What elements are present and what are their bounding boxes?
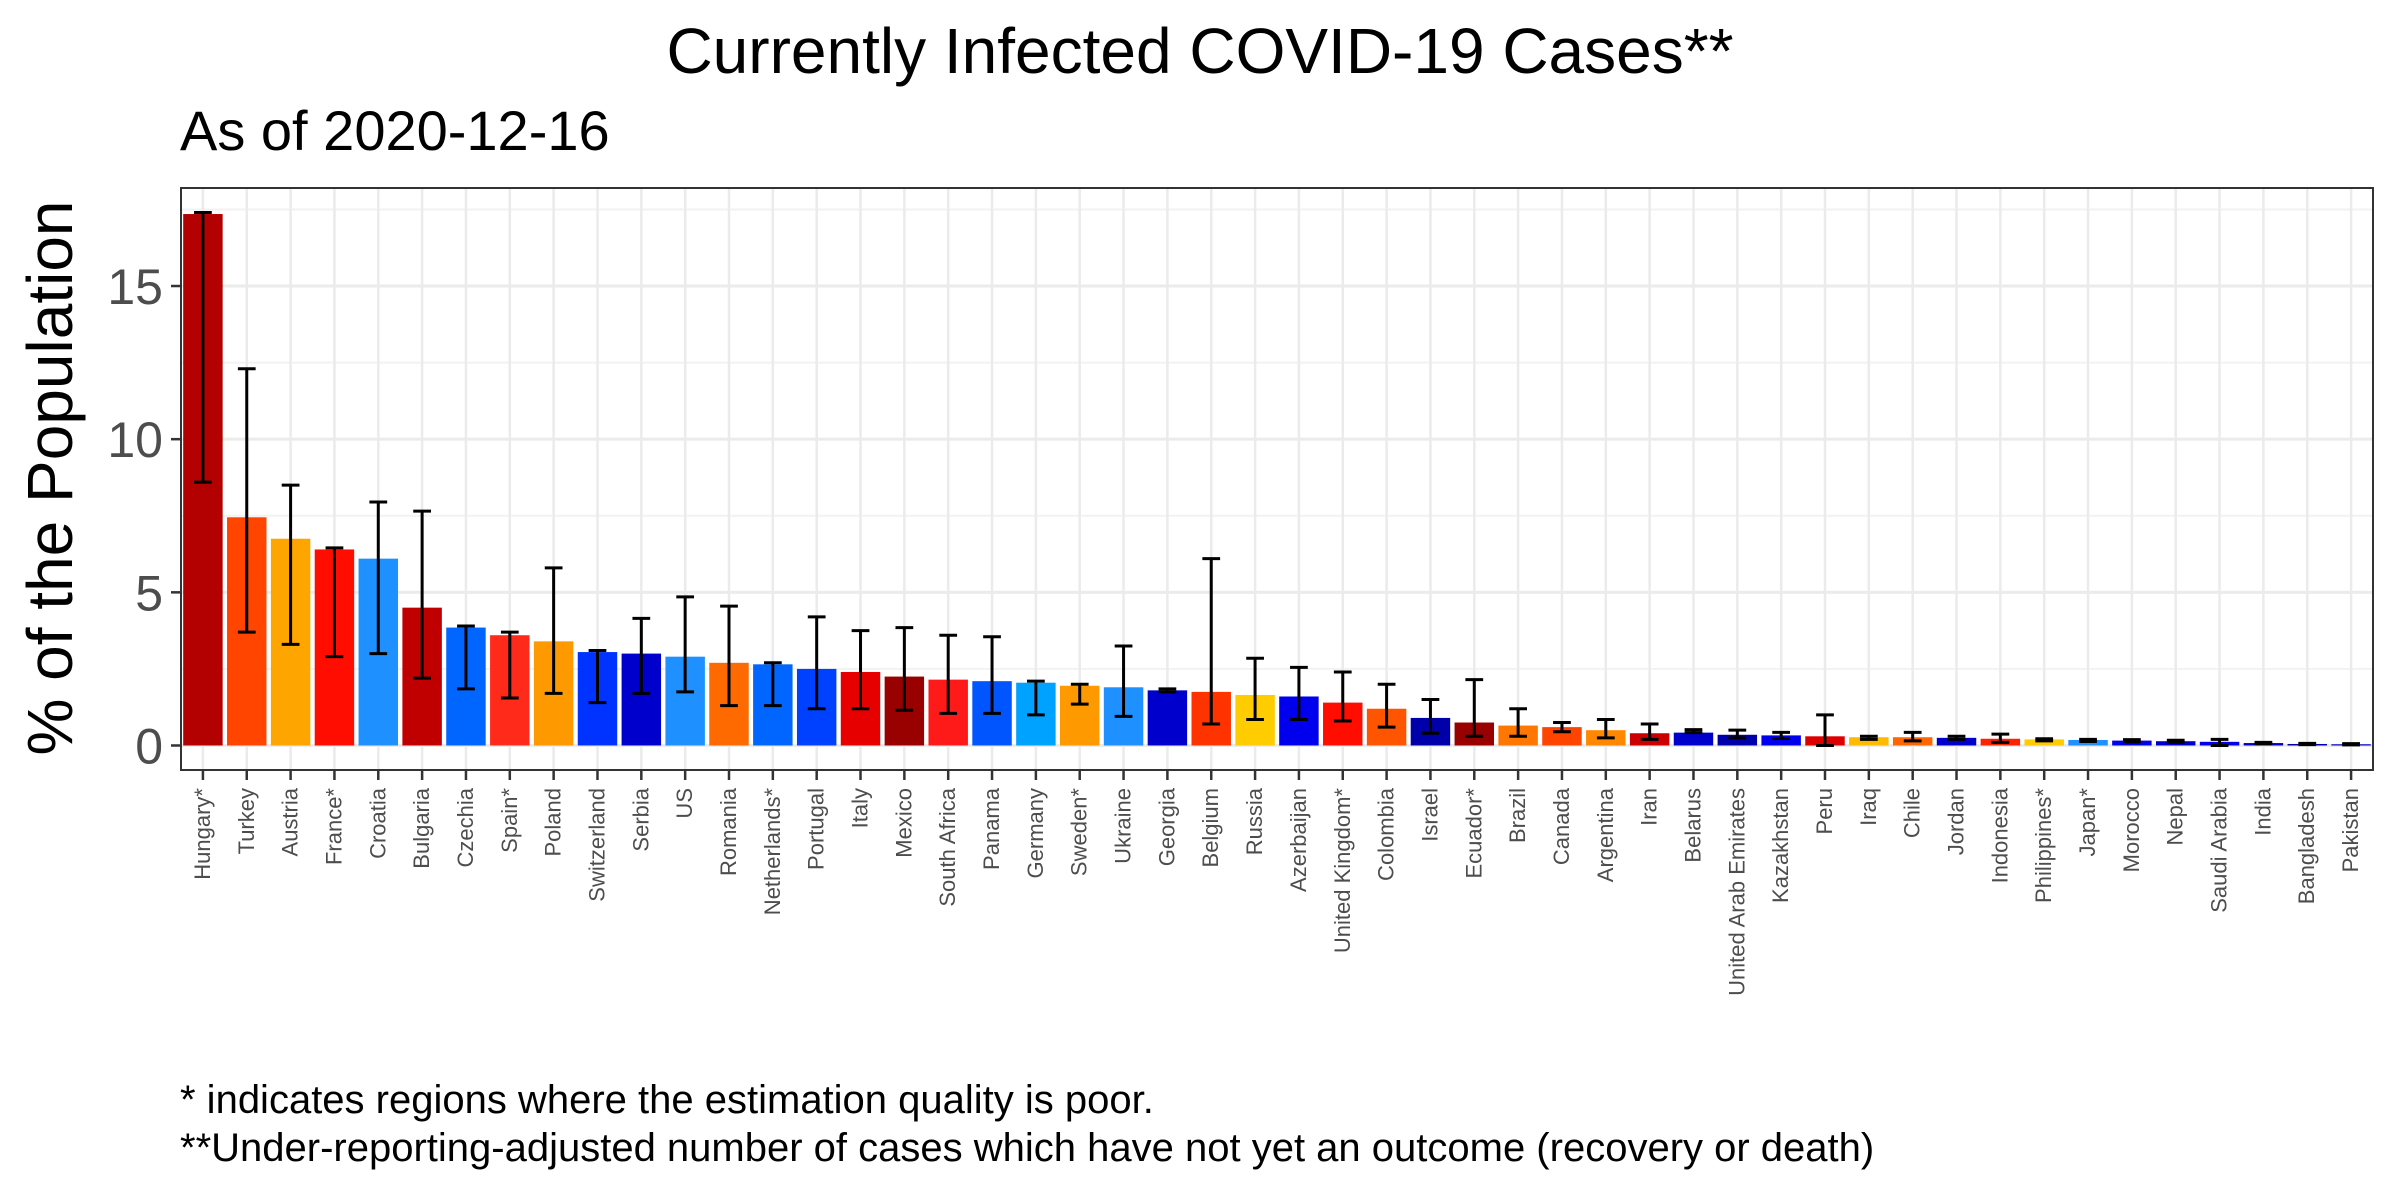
chart-subtitle: As of 2020-12-16: [180, 99, 610, 162]
x-tick-label: Indonesia: [1987, 787, 2012, 883]
x-tick-label: Portugal: [804, 788, 829, 870]
x-tick-label: Croatia: [365, 787, 390, 859]
x-tick-label: Sweden*: [1067, 788, 1092, 877]
x-axis: Hungary* Turkey Austria France* Croatia Bulga…: [190, 770, 2363, 996]
y-tick-label: 15: [107, 259, 163, 315]
x-tick-label: Turkey: [234, 788, 259, 854]
x-tick-label: Mexico: [891, 788, 916, 858]
bar: [1849, 737, 1889, 746]
x-tick-label: Peru: [1812, 788, 1837, 834]
y-axis: 0 5 10 15: [107, 259, 181, 774]
x-tick-label: Saudi Arabia: [2207, 787, 2232, 913]
x-tick-label: Morocco: [2119, 788, 2144, 872]
x-tick-label: Philippines*: [2031, 788, 2056, 903]
y-tick-label: 0: [135, 718, 163, 774]
x-tick-label: Hungary*: [190, 788, 215, 880]
bar: [2024, 739, 2064, 746]
x-tick-label: Georgia: [1154, 787, 1179, 866]
bars: [183, 214, 2371, 746]
x-tick-label: Iran: [1637, 788, 1662, 826]
plot-panel-border: [180, 187, 2374, 771]
x-tick-label: Italy: [848, 788, 873, 828]
x-tick-label: US: [672, 788, 697, 819]
chart-title: Currently Infected COVID-19 Cases**: [666, 15, 1734, 87]
bar: [1673, 732, 1714, 746]
x-tick-label: Austria: [278, 787, 303, 856]
x-tick-label: France*: [321, 788, 346, 865]
x-tick-label: Argentina: [1593, 787, 1618, 882]
x-tick-label: United Arab Emirates: [1724, 788, 1749, 996]
x-tick-label: Ukraine: [1111, 788, 1136, 864]
x-tick-label: Czechia: [453, 787, 478, 867]
x-tick-label: Brazil: [1505, 788, 1530, 843]
x-tick-label: Jordan: [1944, 788, 1969, 855]
error-bars: [194, 211, 2360, 747]
x-tick-label: Ecuador*: [1461, 788, 1486, 879]
x-tick-label: India: [2250, 787, 2275, 835]
y-tick-label: 10: [107, 412, 163, 468]
x-tick-label: Russia: [1242, 787, 1267, 855]
x-tick-label: Bangladesh: [2294, 788, 2319, 904]
x-tick-label: Germany: [1023, 788, 1048, 878]
x-tick-label: Belgium: [1198, 788, 1223, 867]
footnote-quality: * indicates regions where the estimation…: [180, 1078, 1154, 1122]
x-tick-label: Poland: [541, 788, 566, 857]
y-tick-label: 5: [135, 565, 163, 621]
x-tick-label: Romania: [716, 787, 741, 876]
bar: [1936, 737, 1977, 746]
x-tick-label: Bulgaria: [409, 787, 434, 868]
x-tick-label: Netherlands*: [760, 788, 785, 916]
x-tick-label: Nepal: [2163, 788, 2188, 845]
bar: [1717, 734, 1758, 746]
footnote-definition: **Under-reporting-adjusted number of cas…: [180, 1126, 1875, 1170]
x-tick-label: Kazakhstan: [1768, 788, 1793, 903]
x-tick-label: Azerbaijan: [1286, 788, 1311, 892]
x-tick-label: Chile: [1900, 788, 1925, 838]
x-tick-label: South Africa: [935, 787, 960, 906]
y-axis-label: % of the Population: [14, 200, 86, 755]
x-tick-label: Pakistan: [2338, 788, 2363, 872]
x-tick-label: Canada: [1549, 787, 1574, 865]
x-tick-label: Israel: [1417, 788, 1442, 842]
x-tick-label: Colombia: [1374, 787, 1399, 881]
x-tick-label: Belarus: [1680, 788, 1705, 863]
x-tick-label: Japan*: [2075, 788, 2100, 857]
x-tick-label: Panama: [979, 787, 1004, 870]
bar: [1542, 727, 1582, 746]
x-tick-label: Serbia: [628, 787, 653, 851]
x-tick-label: Iraq: [1856, 788, 1881, 826]
x-tick-label: United Kingdom*: [1330, 788, 1355, 954]
bar: [1147, 690, 1188, 746]
x-tick-label: Spain*: [497, 788, 522, 853]
x-tick-label: Switzerland: [584, 788, 609, 902]
bar: [1761, 735, 1801, 746]
